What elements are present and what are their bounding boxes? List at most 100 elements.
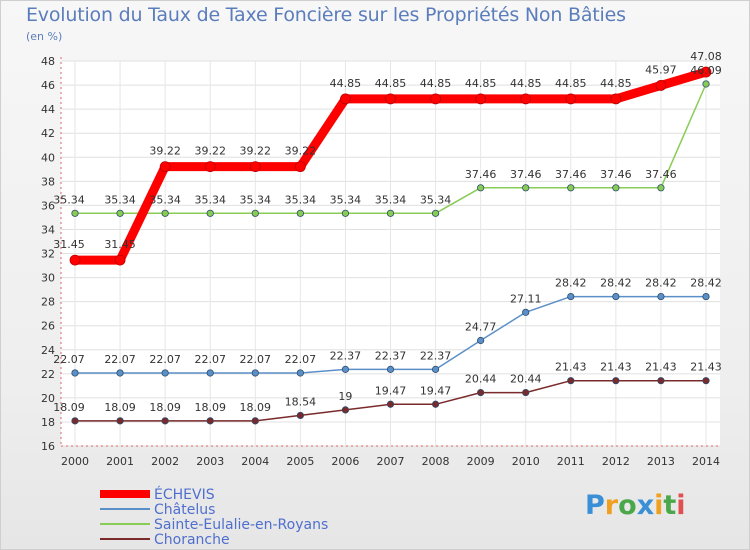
data-label: 39.22 [285, 145, 317, 158]
data-label: 18.09 [53, 401, 85, 414]
logo-letter: t [663, 490, 677, 521]
data-label: 39.22 [240, 145, 272, 158]
data-label: 35.34 [420, 193, 452, 206]
data-label: 44.85 [420, 77, 452, 90]
data-point [567, 377, 575, 385]
series-layer [69, 66, 712, 425]
data-label: 31.45 [104, 238, 136, 251]
data-label: 18.09 [104, 401, 136, 414]
data-label: 28.42 [690, 277, 722, 290]
x-tick-label: 2008 [422, 455, 450, 468]
data-point [655, 80, 667, 91]
data-point [522, 388, 530, 397]
data-point [385, 93, 396, 105]
data-label: 21.43 [645, 361, 677, 374]
y-tick-label: 28 [41, 296, 55, 309]
data-label: 27.11 [510, 292, 542, 305]
data-point [702, 292, 710, 301]
x-tick-label: 2013 [647, 455, 675, 468]
grid-layer [61, 60, 720, 447]
data-point [116, 369, 124, 377]
data-point [159, 161, 171, 173]
data-point [612, 377, 620, 385]
y-tick-label: 40 [41, 151, 55, 164]
logo-letter: o [618, 490, 637, 521]
proxiti-logo: Proxiti [585, 490, 686, 521]
data-point [71, 209, 79, 217]
data-point [71, 417, 79, 425]
data-point [612, 184, 620, 192]
x-tick-label: 2004 [241, 455, 269, 468]
data-point [657, 377, 665, 385]
y-tick-label: 30 [41, 272, 55, 285]
data-label: 28.42 [600, 277, 632, 290]
data-label: 18.09 [149, 401, 181, 414]
data-label: 20.44 [510, 373, 542, 386]
data-label: 37.46 [645, 168, 677, 181]
data-point [657, 184, 665, 192]
data-point [657, 292, 665, 301]
data-point [567, 184, 575, 192]
data-point [294, 161, 306, 173]
data-label-layer: 31.45 31.45 39.22 39.22 39.22 39.22 44.85 44.85… [53, 50, 722, 414]
data-point [610, 93, 622, 105]
data-label: 22.07 [149, 353, 181, 366]
x-tick-label: 2014 [692, 455, 720, 468]
data-point [522, 308, 530, 316]
data-label: 31.45 [53, 238, 85, 251]
logo-letter: i [676, 490, 686, 521]
data-point [612, 292, 620, 301]
data-point [296, 209, 304, 217]
data-point [69, 254, 81, 266]
y-tick-label: 38 [41, 175, 55, 188]
data-point [206, 417, 214, 425]
data-point [341, 365, 350, 373]
data-label: 35.34 [149, 193, 181, 206]
data-point [296, 369, 304, 377]
data-label: 28.42 [645, 277, 677, 290]
data-point [161, 417, 169, 425]
data-point [116, 209, 124, 217]
logo-letter: i [654, 490, 664, 521]
data-point [702, 80, 710, 88]
data-point [477, 388, 485, 397]
data-label: 18.09 [240, 401, 272, 414]
data-label: 35.34 [53, 193, 85, 206]
data-point [386, 365, 395, 373]
data-point [431, 400, 440, 408]
data-point [71, 369, 79, 377]
y-tick-label: 44 [41, 103, 55, 116]
data-label: 37.46 [510, 168, 542, 181]
data-label: 21.43 [600, 361, 632, 374]
legend-label: ÉCHEVIS [154, 486, 215, 503]
data-label: 35.34 [240, 193, 272, 206]
data-point [249, 161, 261, 173]
data-point [565, 93, 577, 105]
data-point [341, 209, 350, 217]
data-label: 37.46 [465, 168, 497, 181]
legend-label: Choranche [154, 532, 230, 548]
x-tick-label: 2011 [557, 455, 585, 468]
data-label: 44.85 [375, 77, 407, 90]
data-point [477, 184, 485, 192]
data-point [114, 254, 126, 266]
data-label: 18.54 [285, 395, 317, 408]
data-label: 22.37 [420, 349, 452, 362]
x-tick-label: 2010 [512, 455, 540, 468]
data-label: 44.85 [465, 77, 497, 90]
data-point [206, 209, 214, 217]
data-label: 22.37 [375, 349, 407, 362]
data-label: 35.34 [375, 193, 407, 206]
data-label: 44.85 [555, 77, 587, 90]
data-label: 22.07 [194, 353, 226, 366]
logo-letter: r [604, 490, 619, 521]
data-point [700, 66, 712, 78]
data-label: 21.43 [690, 361, 722, 374]
y-tick-label: 48 [41, 55, 55, 68]
data-point [116, 417, 124, 425]
data-point [475, 93, 487, 105]
x-tick-label: 2001 [106, 455, 134, 468]
y-tick-label: 18 [41, 416, 55, 429]
legend-label: Sainte-Eulalie-en-Royans [154, 517, 328, 533]
data-label: 44.85 [510, 77, 542, 90]
